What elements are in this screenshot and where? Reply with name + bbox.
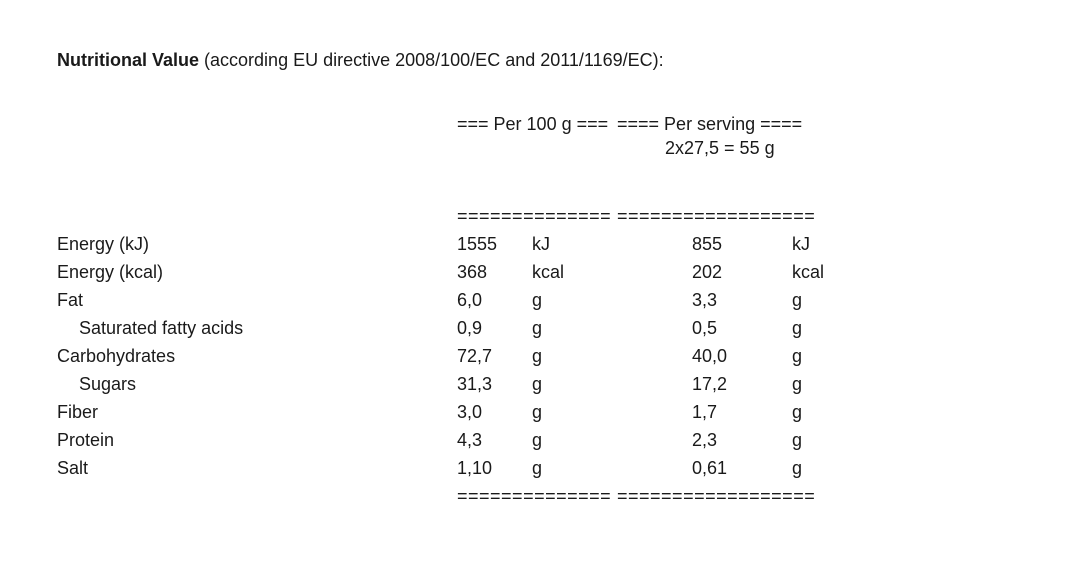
table-bottom-rule-row: ============== ================== (57, 482, 1070, 510)
per-100g-value: 1555 (457, 234, 498, 254)
per-serving-value: 855 (692, 234, 723, 254)
rule-label-spacer (57, 482, 457, 510)
table-row-saturated-fat: Saturated fatty acids 0,9 g 0,5 g (57, 314, 1070, 342)
per-100g-unit: g (532, 346, 543, 366)
table-subheader-row: 2x27,5 = 55 g (57, 136, 1070, 160)
row-label: Fiber (57, 402, 99, 422)
per-100g-header: === Per 100 g === (457, 114, 609, 134)
per-serving-value: 17,2 (692, 374, 728, 394)
per-serving-value: 2,3 (692, 430, 718, 450)
per-serving-cell: 0,5 g (617, 314, 1070, 342)
per-100g-cell: 31,3 g (457, 370, 617, 398)
table-row-salt: Salt 1,10 g 0,61 g (57, 454, 1070, 482)
per-serving-unit: g (792, 458, 803, 478)
header-label-spacer (57, 112, 457, 136)
section-title: Nutritional Value (according EU directiv… (57, 48, 1070, 72)
per-100g-unit: g (532, 374, 543, 394)
per-100g-bottom-rule: ============== (457, 486, 612, 506)
per-100g-cell: 1555 kJ (457, 230, 617, 258)
per-100g-value: 1,10 (457, 458, 493, 478)
rule-label-spacer (57, 202, 457, 230)
per-100g-top-rule: ============== (457, 206, 612, 226)
spacer (57, 160, 1070, 202)
per-100g-unit: g (532, 318, 543, 338)
row-label: Protein (57, 430, 115, 450)
per-serving-cell: 0,61 g (617, 454, 1070, 482)
per-serving-value: 3,3 (692, 290, 718, 310)
row-label: Fat (57, 290, 84, 310)
row-label: Carbohydrates (57, 346, 176, 366)
per-serving-cell: 202 kcal (617, 258, 1070, 286)
per-100g-cell: 72,7 g (457, 342, 617, 370)
per-serving-unit: g (792, 430, 803, 450)
row-label: Sugars (79, 374, 137, 394)
per-serving-cell: 855 kJ (617, 230, 1070, 258)
per-serving-value: 40,0 (692, 346, 728, 366)
table-row-carbohydrates: Carbohydrates 72,7 g 40,0 g (57, 342, 1070, 370)
per-100g-unit: g (532, 430, 543, 450)
per-serving-unit: g (792, 290, 803, 310)
per-100g-value: 72,7 (457, 346, 493, 366)
per-serving-cell: 2,3 g (617, 426, 1070, 454)
per-serving-subheader: 2x27,5 = 55 g (665, 138, 775, 158)
per-serving-value: 202 (692, 262, 723, 282)
table-row-energy-kj: Energy (kJ) 1555 kJ 855 kJ (57, 230, 1070, 258)
per-serving-unit: g (792, 374, 803, 394)
table-row-fiber: Fiber 3,0 g 1,7 g (57, 398, 1070, 426)
per-serving-cell: 3,3 g (617, 286, 1070, 314)
table-row-protein: Protein 4,3 g 2,3 g (57, 426, 1070, 454)
section-title-rest: (according EU directive 2008/100/EC and … (199, 50, 664, 70)
row-label: Saturated fatty acids (79, 318, 244, 338)
per-100g-value: 368 (457, 262, 488, 282)
per-100g-cell: 0,9 g (457, 314, 617, 342)
per-serving-bottom-rule: ================== (617, 486, 816, 506)
per-100g-value: 6,0 (457, 290, 483, 310)
section-title-bold: Nutritional Value (57, 50, 200, 70)
per-100g-cell: 4,3 g (457, 426, 617, 454)
per-serving-cell: 40,0 g (617, 342, 1070, 370)
per-serving-unit: g (792, 346, 803, 366)
per-100g-cell: 368 kcal (457, 258, 617, 286)
per-100g-value: 31,3 (457, 374, 493, 394)
table-row-energy-kcal: Energy (kcal) 368 kcal 202 kcal (57, 258, 1070, 286)
table-row-fat: Fat 6,0 g 3,3 g (57, 286, 1070, 314)
per-serving-cell: 1,7 g (617, 398, 1070, 426)
per-serving-unit: g (792, 402, 803, 422)
per-serving-top-rule: ================== (617, 206, 816, 226)
row-label: Energy (kcal) (57, 262, 164, 282)
per-serving-unit: kcal (792, 262, 825, 282)
per-serving-value: 0,61 (692, 458, 728, 478)
subheader-100g-spacer (457, 136, 617, 160)
per-serving-value: 0,5 (692, 318, 718, 338)
per-serving-value: 1,7 (692, 402, 718, 422)
row-label: Salt (57, 458, 89, 478)
per-100g-cell: 3,0 g (457, 398, 617, 426)
per-100g-unit: g (532, 290, 543, 310)
per-100g-value: 3,0 (457, 402, 483, 422)
row-label: Energy (kJ) (57, 234, 150, 254)
per-100g-unit: kJ (532, 234, 550, 254)
per-100g-unit: g (532, 402, 543, 422)
table-row-sugars: Sugars 31,3 g 17,2 g (57, 370, 1070, 398)
per-serving-cell: 17,2 g (617, 370, 1070, 398)
per-serving-unit: g (792, 318, 803, 338)
per-100g-unit: g (532, 458, 543, 478)
table-top-rule-row: ============== ================== (57, 202, 1070, 230)
table-header-row: === Per 100 g === ==== Per serving ==== (57, 112, 1070, 136)
subheader-label-spacer (57, 136, 457, 160)
per-100g-unit: kcal (532, 262, 565, 282)
per-serving-unit: kJ (792, 234, 810, 254)
per-100g-cell: 6,0 g (457, 286, 617, 314)
per-100g-cell: 1,10 g (457, 454, 617, 482)
per-100g-value: 4,3 (457, 430, 483, 450)
per-100g-value: 0,9 (457, 318, 483, 338)
per-serving-header: ==== Per serving ==== (617, 114, 803, 134)
